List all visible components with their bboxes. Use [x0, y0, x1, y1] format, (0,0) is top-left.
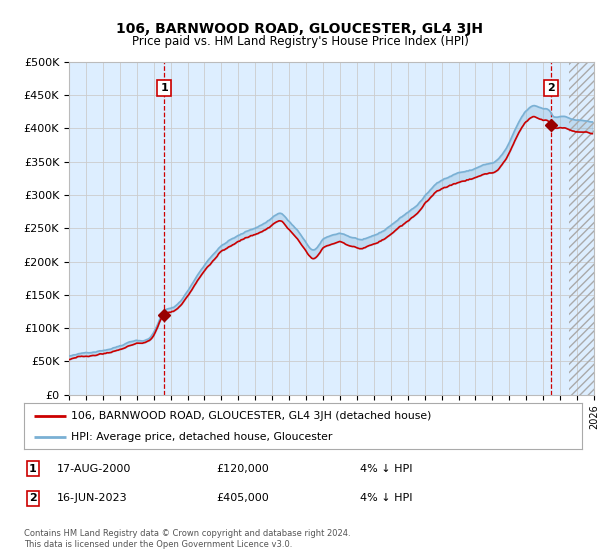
- Text: 4% ↓ HPI: 4% ↓ HPI: [360, 464, 413, 474]
- Text: 1: 1: [29, 464, 37, 474]
- Bar: [569, 62, 594, 395]
- Text: £405,000: £405,000: [216, 493, 269, 503]
- Text: 4% ↓ HPI: 4% ↓ HPI: [360, 493, 413, 503]
- Text: 2: 2: [29, 493, 37, 503]
- Text: 106, BARNWOOD ROAD, GLOUCESTER, GL4 3JH (detached house): 106, BARNWOOD ROAD, GLOUCESTER, GL4 3JH …: [71, 410, 432, 421]
- Text: 2: 2: [547, 83, 555, 94]
- Text: 106, BARNWOOD ROAD, GLOUCESTER, GL4 3JH: 106, BARNWOOD ROAD, GLOUCESTER, GL4 3JH: [116, 22, 484, 36]
- Text: £120,000: £120,000: [216, 464, 269, 474]
- Text: 17-AUG-2000: 17-AUG-2000: [57, 464, 131, 474]
- Text: 16-JUN-2023: 16-JUN-2023: [57, 493, 128, 503]
- Text: Contains HM Land Registry data © Crown copyright and database right 2024.
This d: Contains HM Land Registry data © Crown c…: [24, 529, 350, 549]
- Text: Price paid vs. HM Land Registry's House Price Index (HPI): Price paid vs. HM Land Registry's House …: [131, 35, 469, 48]
- Text: 1: 1: [160, 83, 168, 94]
- Bar: [569, 62, 594, 395]
- Text: HPI: Average price, detached house, Gloucester: HPI: Average price, detached house, Glou…: [71, 432, 333, 442]
